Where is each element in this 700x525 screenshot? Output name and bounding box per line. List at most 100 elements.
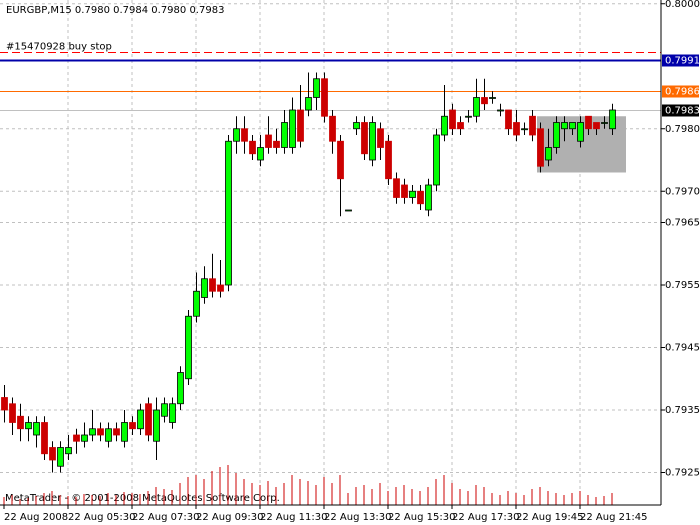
candle-body [89,428,96,436]
candle-body [577,122,584,142]
level-name: #15470928 buy stop [6,42,112,53]
candle-body [241,128,248,142]
candle-body [33,422,40,436]
x-tick-label: 22 Aug 15:30 [388,512,455,523]
candle-body [529,115,536,136]
level-label-box [662,104,699,117]
candle-body [313,78,320,98]
candle-body [497,109,504,112]
candle-body [169,403,176,423]
candle-body [249,140,256,155]
chart-title: EURGBP,M15 0.7980 0.7984 0.7980 0.7983 [6,5,224,16]
candle-body [41,422,48,455]
candle-body [265,134,272,148]
x-tick-label: 22 Aug 21:45 [580,512,647,523]
y-tick-label: 0.7955 [665,280,700,291]
candle-body [233,128,240,142]
y-tick-label: 0.7965 [665,218,700,229]
candle-body [145,403,152,436]
candle-body [73,434,80,442]
candle-body [425,184,432,211]
candle-body [57,447,64,467]
candle-body [609,109,616,130]
candle-body [217,284,224,292]
candle-body [161,403,168,417]
candle-body [121,422,128,442]
level-label-box [662,85,699,98]
level-label: 0.7983 [665,106,700,117]
candle-body [81,434,88,442]
candle-body [289,109,296,148]
x-tick-label: 22 Aug 07:30 [132,512,199,523]
candle-body [433,134,440,186]
candle-body [201,278,208,298]
x-tick-label: 22 Aug 2008 [4,512,68,523]
y-tick-label: 0.7980 [665,124,700,135]
candle-body [105,428,112,442]
candle-body [505,109,512,130]
candle-body [209,278,216,292]
candle-body [393,178,400,198]
candle-body [185,315,192,380]
candle-body [561,122,568,130]
y-tick-label: 0.8000 [665,0,700,10]
candle-body [569,122,576,130]
candle-body [1,397,8,411]
candle-body [385,140,392,180]
x-tick-label: 22 Aug 11:30 [260,512,327,523]
candle-body [153,409,160,442]
candle-body [281,122,288,148]
candle-body [329,115,336,142]
candle-body [353,122,360,130]
candle-body [409,190,416,198]
candle-body [225,140,232,286]
candle-body [345,209,352,212]
candle-body [305,97,312,111]
candle-body [441,115,448,136]
candle-body [545,147,552,161]
candle-body [417,190,424,205]
candle-body [137,409,144,430]
y-tick-label: 0.7935 [665,405,700,416]
candle-body [489,97,496,99]
footer: MetaTrader - © 2001-2008 MetaQuotes Soft… [5,493,280,504]
candle-body [537,128,544,167]
level-label: 0.7986 [665,87,700,98]
candle-body [377,128,384,148]
candle-body [49,447,56,461]
candle-body [297,109,304,142]
candle-body [129,422,136,430]
level-label: 0.7991 [665,56,700,67]
candle-body [97,428,104,436]
candle-body [25,422,32,430]
candle-body [113,428,120,436]
x-tick-label: 22 Aug 19:45 [516,512,583,523]
x-tick-label: 22 Aug 09:30 [196,512,263,523]
candle-body [481,97,488,105]
x-tick-label: 22 Aug 13:30 [324,512,391,523]
candle-body [473,97,480,117]
candle-body [521,128,528,131]
x-tick-label: 22 Aug 05:30 [68,512,135,523]
y-tick-label: 0.7945 [665,343,700,354]
candle-body [321,78,328,117]
candle-body [465,115,472,118]
candle-body [585,115,592,130]
y-tick-label: 0.7970 [665,186,700,197]
y-tick-label: 0.7925 [665,468,700,479]
candle-body [337,140,344,180]
candle-body [9,403,16,423]
candle-body [361,122,368,155]
level-label-box [662,54,699,67]
candle-body [65,447,72,455]
candle-body [273,140,280,148]
candle-body [17,415,24,430]
candle-body [401,184,408,198]
candle-body [593,122,600,130]
candle-body [449,109,456,130]
candle-body [457,122,464,130]
candle-body [553,122,560,148]
candle-body [601,122,608,124]
